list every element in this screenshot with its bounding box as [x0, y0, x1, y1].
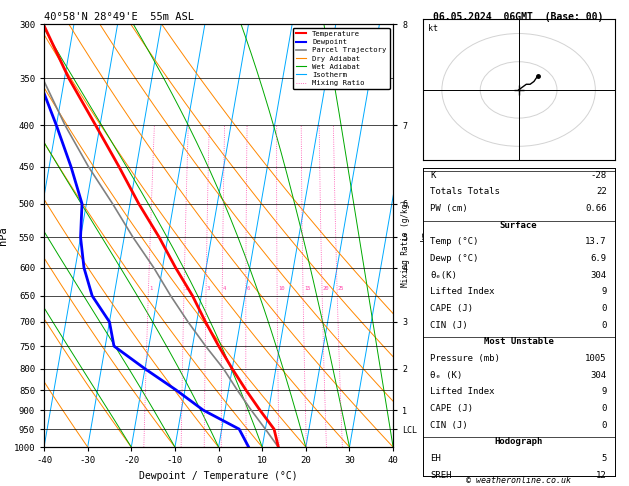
- Text: 9: 9: [601, 287, 607, 296]
- Text: Most Unstable: Most Unstable: [484, 337, 554, 347]
- Text: CAPE (J): CAPE (J): [430, 304, 474, 313]
- Text: 0.66: 0.66: [586, 204, 607, 213]
- X-axis label: Dewpoint / Temperature (°C): Dewpoint / Temperature (°C): [139, 471, 298, 481]
- Text: 10: 10: [278, 286, 284, 291]
- Text: 6: 6: [247, 286, 250, 291]
- Y-axis label: km
ASL: km ASL: [420, 228, 439, 243]
- Text: 304: 304: [591, 371, 607, 380]
- Text: 1: 1: [149, 286, 153, 291]
- Text: 304: 304: [591, 271, 607, 280]
- Text: 3: 3: [207, 286, 210, 291]
- Text: 5: 5: [601, 454, 607, 463]
- Text: 20: 20: [323, 286, 330, 291]
- Text: 40°58'N 28°49'E  55m ASL: 40°58'N 28°49'E 55m ASL: [44, 12, 194, 22]
- Text: 4: 4: [223, 286, 226, 291]
- Text: 0: 0: [601, 421, 607, 430]
- Text: -28: -28: [591, 171, 607, 180]
- Text: Lifted Index: Lifted Index: [430, 387, 495, 397]
- Text: Pressure (mb): Pressure (mb): [430, 354, 500, 363]
- Text: Surface: Surface: [500, 221, 537, 230]
- Text: 9: 9: [601, 387, 607, 397]
- Text: Mixing Ratio (g/kg): Mixing Ratio (g/kg): [401, 199, 410, 287]
- Text: SREH: SREH: [430, 471, 452, 480]
- Text: 13.7: 13.7: [586, 238, 607, 246]
- Text: 1005: 1005: [586, 354, 607, 363]
- Text: PW (cm): PW (cm): [430, 204, 468, 213]
- Text: 25: 25: [338, 286, 345, 291]
- Text: 6.9: 6.9: [591, 254, 607, 263]
- Text: © weatheronline.co.uk: © weatheronline.co.uk: [466, 476, 571, 485]
- Text: Hodograph: Hodograph: [494, 437, 543, 447]
- Text: Totals Totals: Totals Totals: [430, 188, 500, 196]
- Text: 0: 0: [601, 321, 607, 330]
- Text: Temp (°C): Temp (°C): [430, 238, 479, 246]
- Text: 06.05.2024  06GMT  (Base: 00): 06.05.2024 06GMT (Base: 00): [433, 12, 604, 22]
- Text: 0: 0: [601, 404, 607, 413]
- Text: Lifted Index: Lifted Index: [430, 287, 495, 296]
- Text: K: K: [430, 171, 436, 180]
- Text: kt: kt: [428, 24, 438, 33]
- Text: EH: EH: [430, 454, 441, 463]
- Text: 2: 2: [185, 286, 188, 291]
- Text: Dewp (°C): Dewp (°C): [430, 254, 479, 263]
- Text: θₑ (K): θₑ (K): [430, 371, 462, 380]
- Text: CIN (J): CIN (J): [430, 321, 468, 330]
- Text: 15: 15: [304, 286, 310, 291]
- Text: 12: 12: [596, 471, 607, 480]
- Text: 0: 0: [601, 304, 607, 313]
- Text: CIN (J): CIN (J): [430, 421, 468, 430]
- Text: CAPE (J): CAPE (J): [430, 404, 474, 413]
- Text: 22: 22: [596, 188, 607, 196]
- Legend: Temperature, Dewpoint, Parcel Trajectory, Dry Adiabat, Wet Adiabat, Isotherm, Mi: Temperature, Dewpoint, Parcel Trajectory…: [292, 28, 389, 89]
- Y-axis label: hPa: hPa: [0, 226, 8, 245]
- Text: θₑ(K): θₑ(K): [430, 271, 457, 280]
